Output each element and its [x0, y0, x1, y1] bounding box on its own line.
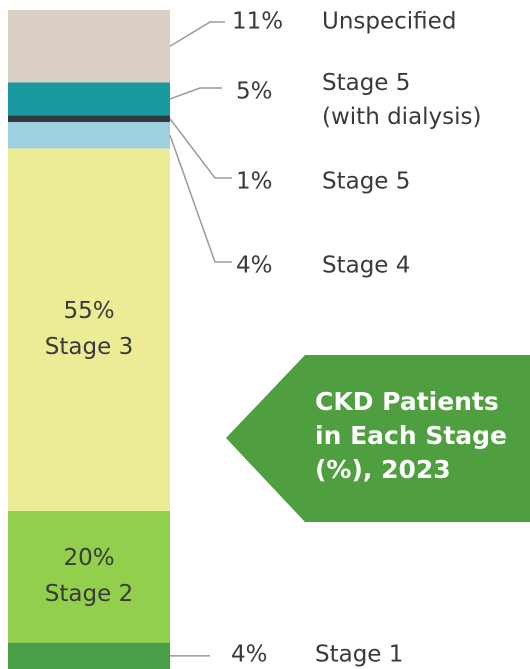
value-label: 1% [236, 169, 273, 195]
value-label: 4% [236, 253, 273, 279]
category-label: Stage 1 [315, 642, 403, 668]
bar-segment [8, 10, 170, 83]
chart-title: CKD Patients in Each Stage (%), 2023 [315, 387, 507, 484]
leader-line [169, 134, 232, 263]
leader-line [169, 118, 232, 179]
category-label: Stage 4 [322, 253, 410, 279]
bar-segment [8, 115, 170, 123]
bar-segment [8, 122, 170, 149]
bar-segment [8, 82, 170, 116]
value-label: 5% [236, 79, 273, 105]
category-label: Unspecified [322, 9, 456, 35]
leader-line [169, 87, 222, 100]
value-label: 20% [63, 545, 114, 571]
leader-line [169, 21, 225, 47]
value-label: 55% [63, 298, 114, 324]
value-label: 11% [232, 9, 283, 35]
value-label: 4% [231, 642, 268, 668]
category-label: Stage 3 [45, 334, 133, 360]
title-callout [226, 355, 530, 522]
bar-segment [8, 510, 170, 643]
bar-segment [8, 148, 170, 511]
category-label: Stage 2 [45, 581, 133, 607]
bar-segment [8, 642, 170, 669]
category-label: Stage 5 [322, 169, 410, 195]
category-label: Stage 5 (with dialysis) [322, 70, 482, 130]
